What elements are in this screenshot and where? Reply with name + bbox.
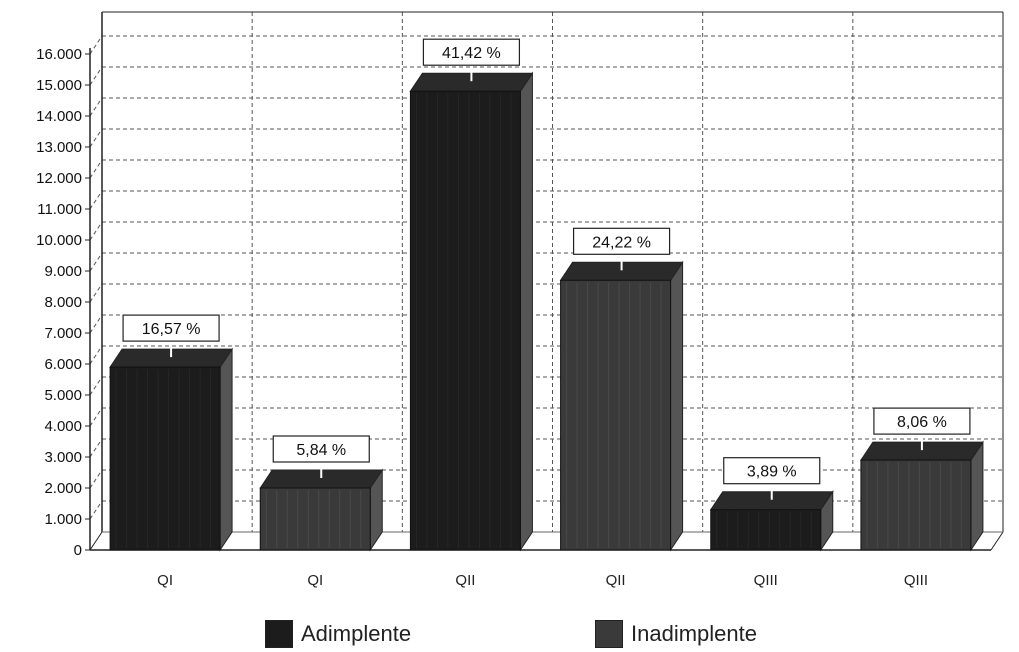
x-tick-label: QI (307, 572, 323, 589)
data-label-box (422, 38, 521, 66)
legend-label-inadimplente: Inadimplente (631, 621, 757, 646)
gridline-depth (89, 35, 103, 55)
data-label-box (873, 407, 971, 435)
data-label-text: 41,42 % (442, 45, 501, 62)
y-tick-label: 1.000 (44, 511, 82, 528)
gridline-depth (89, 97, 103, 117)
x-tick-label: QII (455, 572, 475, 589)
y-tick-label: 12.000 (36, 170, 82, 187)
bar-front-face (409, 90, 521, 551)
gridline-depth (89, 159, 103, 179)
bars (109, 71, 984, 552)
floor-edge-right (990, 531, 1004, 551)
x-tick-label: QI (157, 572, 173, 589)
data-label-3: 41,42 % (422, 38, 521, 82)
gridline-depth (89, 221, 103, 241)
bar-5 (709, 490, 834, 552)
gridline-depth (89, 66, 103, 86)
y-tick-label: 15.000 (36, 77, 82, 94)
y-tick-label: 0 (74, 542, 82, 559)
legend-swatch-adimplente (265, 620, 293, 648)
data-labels: QI 16,57 % QI 5,84 % QII 41,42 % QII 24,22 % QII… (122, 38, 971, 589)
data-label-4: 24,22 % (572, 227, 671, 271)
data-label-box (122, 314, 220, 342)
gridline-depth (89, 376, 103, 396)
gridline-depth (89, 500, 103, 520)
y-tick-label: 8.000 (44, 294, 82, 311)
gridline-depth (89, 469, 103, 489)
axes: 0 1.000 2.000 3.000 4.000 5.000 6.000 7.000 8.00… (36, 11, 1004, 559)
y-tick-label: 4.000 (44, 418, 82, 435)
y-tick-label: 6.000 (44, 356, 82, 373)
data-label-text: 8,06 % (897, 414, 947, 431)
data-label-text: 16,57 % (142, 321, 201, 338)
gridline-depth (89, 283, 103, 303)
data-label-box (723, 457, 821, 485)
bar-2 (259, 468, 384, 552)
bar-side-face (519, 71, 533, 552)
legend-item-adimplente: Adimplente (265, 620, 411, 648)
bar-front-face (710, 509, 822, 551)
bar-front-face (259, 487, 371, 551)
y-tick-label: 7.000 (44, 325, 82, 342)
y-tick-label: 16.000 (36, 46, 82, 63)
grid-lines (89, 12, 1003, 532)
y-tick-label: 2.000 (44, 480, 82, 497)
gridline-depth (89, 438, 103, 458)
y-tick-label: 3.000 (44, 449, 82, 466)
data-label-box (572, 227, 671, 255)
data-label-2: 5,84 % (272, 435, 370, 478)
legend-item-inadimplente: Inadimplente (595, 620, 757, 648)
x-tick-label: QIII (904, 572, 928, 589)
data-label-box (272, 435, 370, 463)
gridline-depth (89, 345, 103, 365)
gridline-depth (89, 190, 103, 210)
bar-4 (559, 260, 684, 552)
y-tick-label: 11.000 (37, 201, 82, 218)
bar-6 (859, 440, 984, 552)
legend-swatch-inadimplente (595, 620, 623, 648)
gridline-depth (89, 407, 103, 427)
bar-front-face (860, 459, 972, 551)
y-tick-label: 14.000 (36, 108, 82, 125)
y-tick-label: 10.000 (36, 232, 82, 249)
y-tick-label: 9.000 (44, 263, 82, 280)
data-label-text: 5,84 % (296, 442, 346, 459)
x-tick-label: QIII (754, 572, 778, 589)
y-tick-label: 13.000 (36, 139, 82, 156)
bar-front-face (560, 279, 672, 551)
bar-1 (109, 347, 234, 552)
x-tick-label: QII (606, 572, 626, 589)
gridline-depth (89, 314, 103, 334)
y-tick-label: 5.000 (44, 387, 82, 404)
floor-edge-left (89, 531, 103, 551)
gridline-depth (89, 252, 103, 272)
data-label-text: 3,89 % (747, 464, 797, 481)
data-label-6: 8,06 % (873, 407, 971, 451)
bar-3 (409, 71, 534, 552)
legend-label-adimplente: Adimplente (301, 621, 412, 646)
bar-side-face (219, 347, 233, 552)
data-label-text: 24,22 % (592, 234, 651, 251)
data-label-1: 16,57 % (122, 314, 220, 358)
bar-front-face (109, 366, 221, 551)
bar-side-face (670, 260, 684, 552)
gridline-depth (89, 128, 103, 148)
data-label-5: 3,89 % (723, 457, 821, 500)
